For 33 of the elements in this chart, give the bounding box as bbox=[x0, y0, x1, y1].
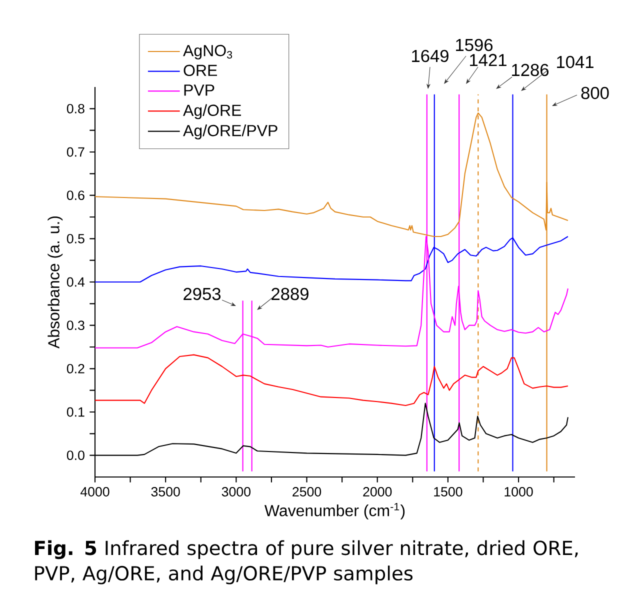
ref-line-label: 800 bbox=[581, 86, 609, 100]
text: Fig. 5 Infrared spectra of pure silver nitrate, dried ORE, PVP, Ag/ORE, and Ag/ORE/PVP samples bbox=[35, 540, 578, 584]
ref-line-label: 1041 bbox=[557, 56, 594, 68]
y-tick-label: 0.6 bbox=[66, 190, 84, 200]
y-tick-label: 0.1 bbox=[66, 407, 84, 417]
x-tick-label: 3500 bbox=[151, 487, 180, 496]
ref-line-label: 1286 bbox=[512, 64, 549, 76]
line-series bbox=[94, 354, 568, 406]
ref-line-label: 2953 bbox=[184, 288, 221, 300]
y-tick-label: 0.0 bbox=[66, 450, 84, 460]
legend-label: AgNO$_{3}$ bbox=[183, 44, 232, 60]
ref-line-label: 1596 bbox=[456, 38, 493, 52]
legend-label: PVP bbox=[184, 84, 214, 96]
x-tick-label: 2500 bbox=[292, 487, 322, 496]
y-axis-title: Absorbance (a. u.) bbox=[48, 216, 63, 349]
x-tick-label: 1000 bbox=[504, 487, 533, 496]
x-tick-label: 1500 bbox=[434, 487, 462, 496]
x-tick-label: 4000 bbox=[80, 487, 110, 496]
ref-line-label: 1649 bbox=[412, 50, 448, 62]
y-tick-label: 0.7 bbox=[66, 147, 84, 157]
y-tick-label: 0.4 bbox=[66, 277, 85, 287]
y-tick-label: 0.8 bbox=[66, 104, 84, 114]
y-tick-label: 0.3 bbox=[66, 320, 84, 330]
ref-line-label: 1421 bbox=[470, 54, 506, 66]
legend-label: ORE bbox=[184, 64, 217, 76]
y-tick-label: 0.5 bbox=[66, 234, 84, 244]
x-tick-label: 2000 bbox=[363, 487, 392, 496]
x-axis-title: Wavenumber (cm$^{-1}$) bbox=[264, 502, 405, 520]
ref-line-label: 2889 bbox=[272, 288, 308, 300]
legend-label: Ag/ORE bbox=[183, 104, 242, 120]
y-tick-label: 0.2 bbox=[66, 364, 84, 374]
x-tick-label: 3000 bbox=[222, 487, 250, 496]
legend-label: Ag/ORE/PVP bbox=[183, 124, 278, 140]
